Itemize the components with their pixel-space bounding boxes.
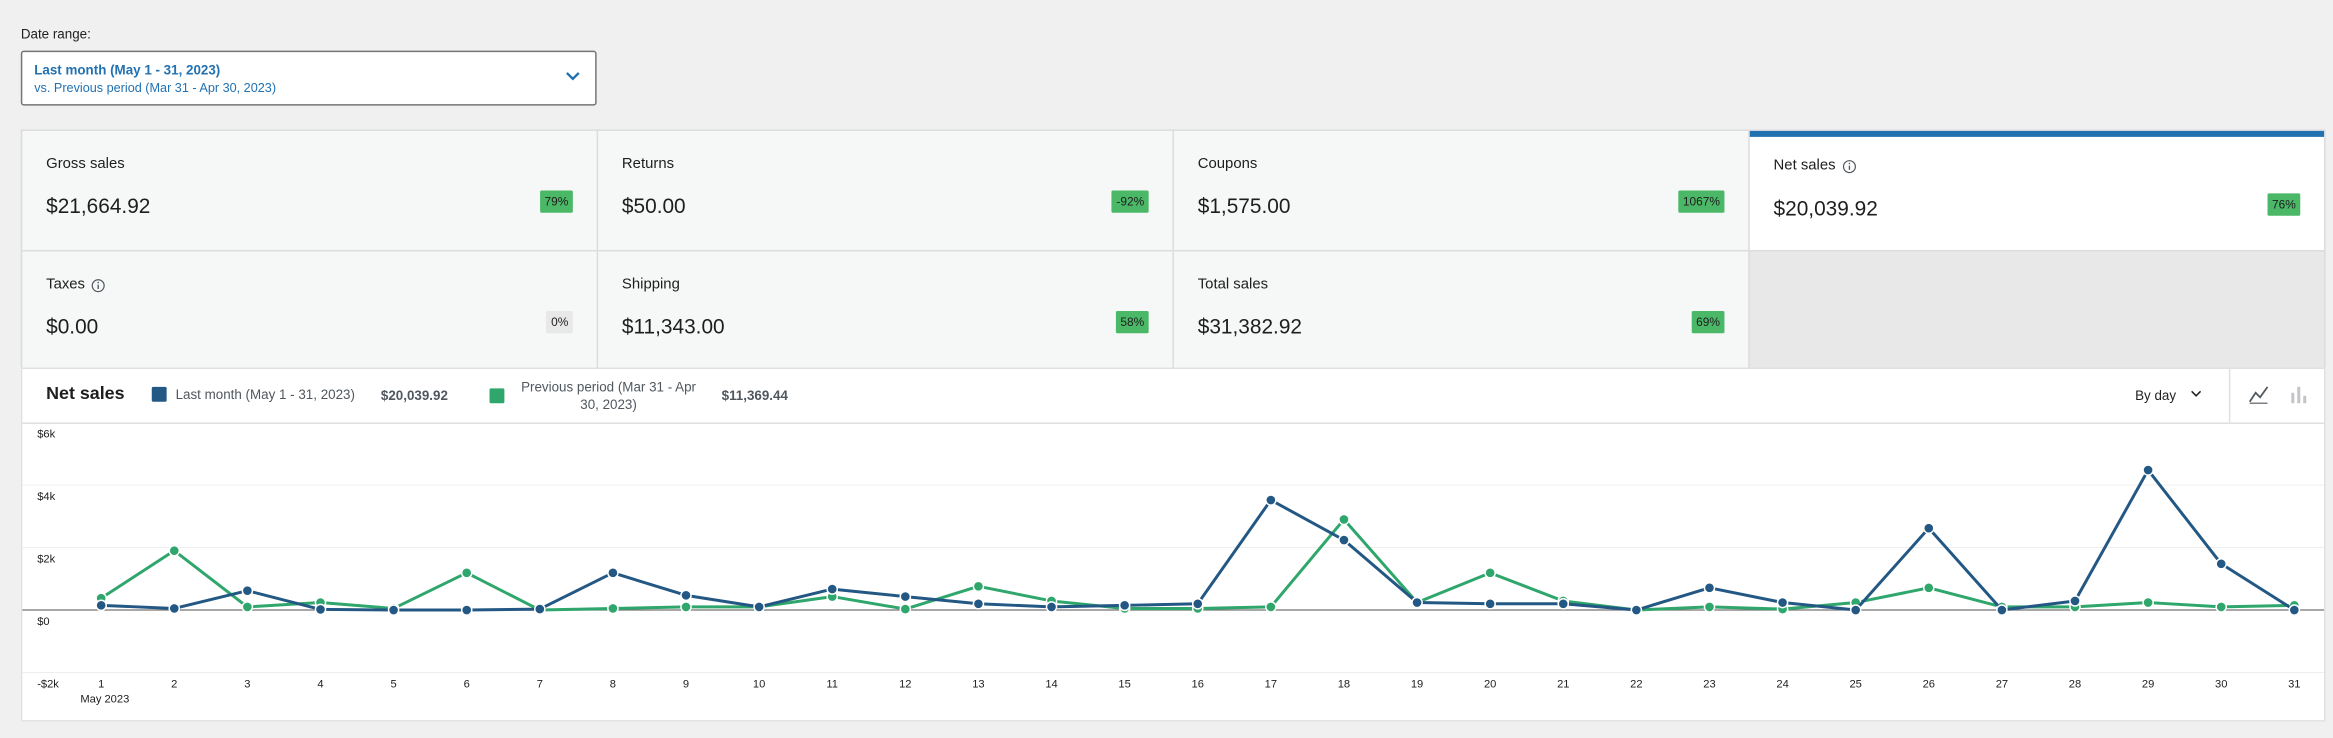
chevron — [566, 72, 580, 81]
interval-select[interactable]: By day — [2135, 388, 2203, 403]
chart-title: Net sales — [46, 382, 125, 404]
delta: 0% — [546, 310, 573, 334]
summary-item-selected[interactable]: Net sales $20,039.92 76% — [1749, 130, 2325, 250]
summary-value: $31,382.92 — [1197, 313, 1303, 338]
interval-label: By day — [2135, 388, 2177, 404]
chart-header: Net sales Last month (May 1 - 31, 2023) … — [22, 368, 2325, 425]
summary-item[interactable]: Coupons $1,575.00 1067% — [1173, 130, 1749, 250]
delta: 76% — [2267, 193, 2301, 216]
summary-value: $21,664.92 — [46, 193, 151, 218]
separator — [2228, 368, 2231, 423]
summary-value: $1,575.00 — [1197, 193, 1291, 218]
legend-item[interactable]: Previous period (Mar 31 - Apr 30, 2023) — [489, 378, 701, 414]
summary-label: Total sales — [1197, 276, 1269, 294]
date-range-label: Date range: — [20, 26, 91, 42]
delta: 1067% — [1678, 190, 1725, 213]
bar-chart-toggle[interactable] — [2288, 384, 2309, 405]
summary-grid: Gross sales $21,664.92 79% Returns $50.00 -9… — [20, 129, 2326, 371]
delta: -92% — [1111, 190, 1149, 213]
summary-item[interactable]: Returns $50.00 -92% — [598, 130, 1173, 250]
legend-label: Previous period (Mar 31 - Apr 30, 2023) — [521, 379, 697, 413]
legend-checkbox — [151, 386, 167, 402]
line-chart-toggle[interactable] — [2248, 384, 2269, 405]
summary-value: $50.00 — [621, 193, 686, 218]
delta: 58% — [1115, 310, 1149, 334]
summary-label-row: Taxes — [46, 277, 106, 293]
summary-value: $20,039.92 — [1773, 196, 1878, 221]
summary-item[interactable]: Taxes $0.00 0% — [22, 251, 597, 371]
delta: 79% — [540, 190, 573, 213]
date-range-primary: Last month (May 1 - 31, 2023) — [34, 62, 221, 78]
summary-value: $0.00 — [46, 313, 99, 338]
empty-cell — [1749, 251, 2325, 371]
summary-label: Coupons — [1197, 156, 1258, 173]
summary-item[interactable]: Total sales $31,382.92 69% — [1173, 251, 1749, 371]
summary-label-row: Net sales — [1774, 158, 1857, 174]
legend-checkbox — [489, 388, 505, 404]
info-icon — [91, 278, 105, 292]
legend-item[interactable]: Last month (May 1 - 31, 2023) — [151, 386, 355, 402]
summary-label: Returns — [621, 156, 675, 173]
summary-label: Shipping — [621, 276, 680, 294]
date-range-select[interactable]: Last month (May 1 - 31, 2023) vs. Previo… — [20, 50, 597, 106]
legend-total: $11,369.44 — [721, 388, 788, 404]
summary-label: Taxes — [46, 276, 85, 294]
date-range-secondary: vs. Previous period (Mar 31 - Apr 30, 20… — [34, 80, 277, 96]
info-icon — [1842, 159, 1856, 173]
chevron — [2190, 390, 2201, 397]
summary-label: Gross sales — [46, 156, 125, 173]
delta: 69% — [1691, 310, 1725, 334]
chart-panel: Net sales Last month (May 1 - 31, 2023) … — [20, 367, 2326, 722]
summary-label: Net sales — [1773, 157, 1836, 175]
legend-label: Last month (May 1 - 31, 2023) — [175, 386, 355, 402]
summary-item[interactable]: Gross sales $21,664.92 79% — [22, 130, 597, 250]
summary-value: $11,343.00 — [621, 313, 725, 338]
legend-total: $20,039.92 — [380, 388, 448, 404]
summary-item[interactable]: Shipping $11,343.00 58% — [598, 251, 1173, 371]
